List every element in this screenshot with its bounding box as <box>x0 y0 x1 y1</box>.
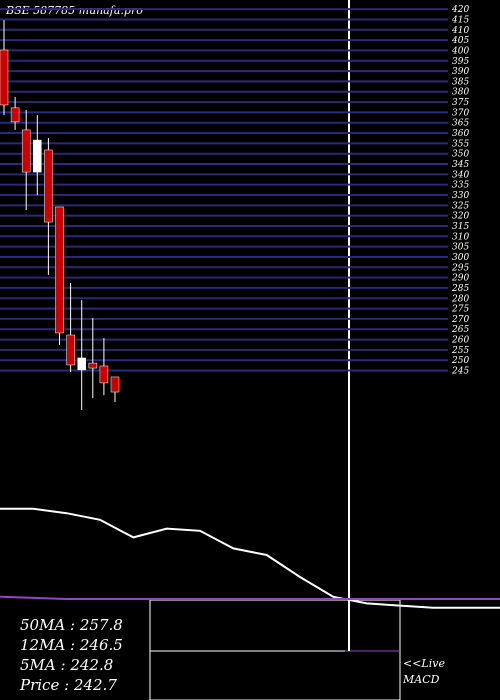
candle-body <box>110 376 120 393</box>
y-tick-label: 325 <box>452 201 469 211</box>
y-tick-label: 280 <box>451 294 469 304</box>
y-tick-label: 300 <box>452 253 469 263</box>
y-tick-label: 290 <box>451 274 469 284</box>
y-tick-label: 370 <box>452 108 469 118</box>
y-tick-label: 405 <box>451 36 469 46</box>
candle-body <box>77 357 86 371</box>
candle-body <box>0 49 9 106</box>
y-tick-label: 335 <box>452 181 469 191</box>
candle-body <box>66 334 75 366</box>
y-tick-label: 350 <box>452 150 469 160</box>
y-tick-label: 395 <box>452 57 469 67</box>
indicator-line <box>0 595 500 600</box>
y-tick-label: 265 <box>451 325 469 335</box>
candle-body <box>88 362 98 369</box>
y-tick-label: 295 <box>451 263 469 273</box>
y-tick-label: 345 <box>452 160 469 170</box>
candle-body <box>10 107 20 123</box>
candle-body <box>21 129 31 173</box>
y-tick-label: 355 <box>452 139 469 149</box>
y-tick-label: 275 <box>451 305 469 315</box>
candle-body <box>44 149 53 223</box>
y-tick-label: 310 <box>452 232 469 242</box>
y-tick-label: 415 <box>451 15 469 25</box>
y-tick-label: 420 <box>451 5 469 15</box>
indicator-line <box>0 507 500 609</box>
candle-body <box>33 139 42 173</box>
y-tick-label: 380 <box>452 88 469 98</box>
chart-title: BSE 587785 munafa.pro <box>5 4 143 17</box>
y-tick-label: 400 <box>451 46 469 56</box>
y-tick-label: 245 <box>451 367 469 377</box>
stat-label: 12MA : 246.5 <box>20 636 123 654</box>
candle-body <box>55 206 64 334</box>
y-tick-label: 305 <box>452 243 469 253</box>
y-tick-label: 255 <box>451 346 469 356</box>
stat-label: 50MA : 257.8 <box>20 616 123 634</box>
stat-label: 5MA : 242.8 <box>20 656 113 674</box>
candle-body <box>99 365 109 384</box>
y-tick-label: 375 <box>452 98 469 108</box>
y-tick-label: 340 <box>452 170 469 180</box>
y-tick-label: 250 <box>451 356 469 366</box>
y-tick-label: 285 <box>451 284 469 294</box>
y-tick-label: 260 <box>451 336 469 346</box>
y-tick-label: 270 <box>451 315 469 325</box>
macd-box <box>149 599 401 700</box>
y-tick-label: 385 <box>452 77 469 87</box>
y-tick-label: 320 <box>452 212 469 222</box>
y-tick-label: 330 <box>452 191 469 201</box>
y-tick-label: 315 <box>452 222 469 232</box>
macd-label: MACD <box>402 673 440 686</box>
live-label: <<Live <box>403 657 445 670</box>
stat-label: Price : 242.7 <box>19 676 117 694</box>
y-tick-label: 365 <box>452 119 469 129</box>
y-tick-label: 410 <box>451 26 469 36</box>
y-tick-label: 390 <box>452 67 469 77</box>
y-tick-label: 360 <box>452 129 469 139</box>
